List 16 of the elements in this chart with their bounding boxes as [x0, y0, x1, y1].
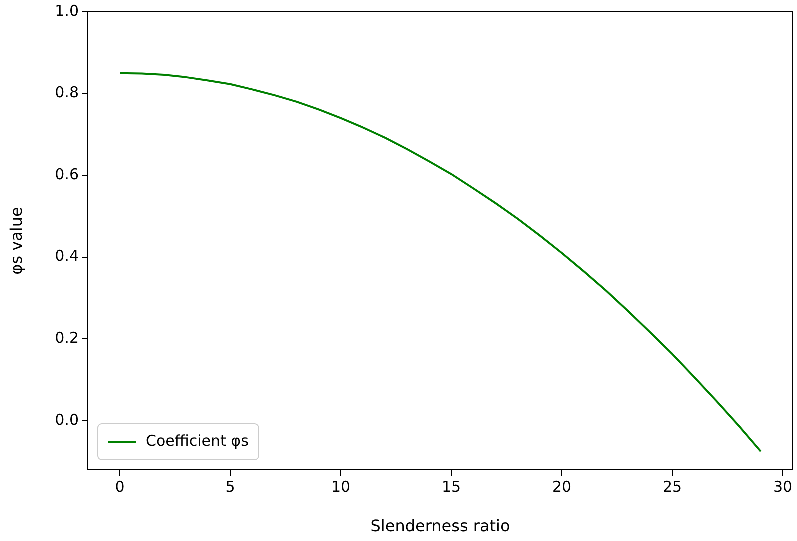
x-tick-label: 30	[774, 478, 793, 496]
x-tick-label: 20	[552, 478, 572, 496]
y-tick-label: 0.0	[55, 410, 79, 429]
x-tick-label: 5	[226, 478, 236, 496]
x-tick-label: 25	[663, 478, 682, 496]
y-tick-label: 0.2	[55, 329, 79, 348]
y-tick-label: 1.0	[55, 2, 79, 20]
y-tick-label: 0.8	[55, 84, 79, 102]
y-tick-label: 0.4	[55, 247, 79, 266]
x-axis-title: Slenderness ratio	[370, 516, 510, 536]
legend-label: Coefficient φs	[146, 432, 250, 450]
x-tick-label: 0	[115, 478, 125, 496]
x-tick-label: 15	[442, 478, 462, 496]
y-axis-title: φs value	[6, 207, 26, 275]
x-tick-label: 10	[332, 478, 351, 496]
y-tick-label: 0.6	[55, 165, 79, 184]
